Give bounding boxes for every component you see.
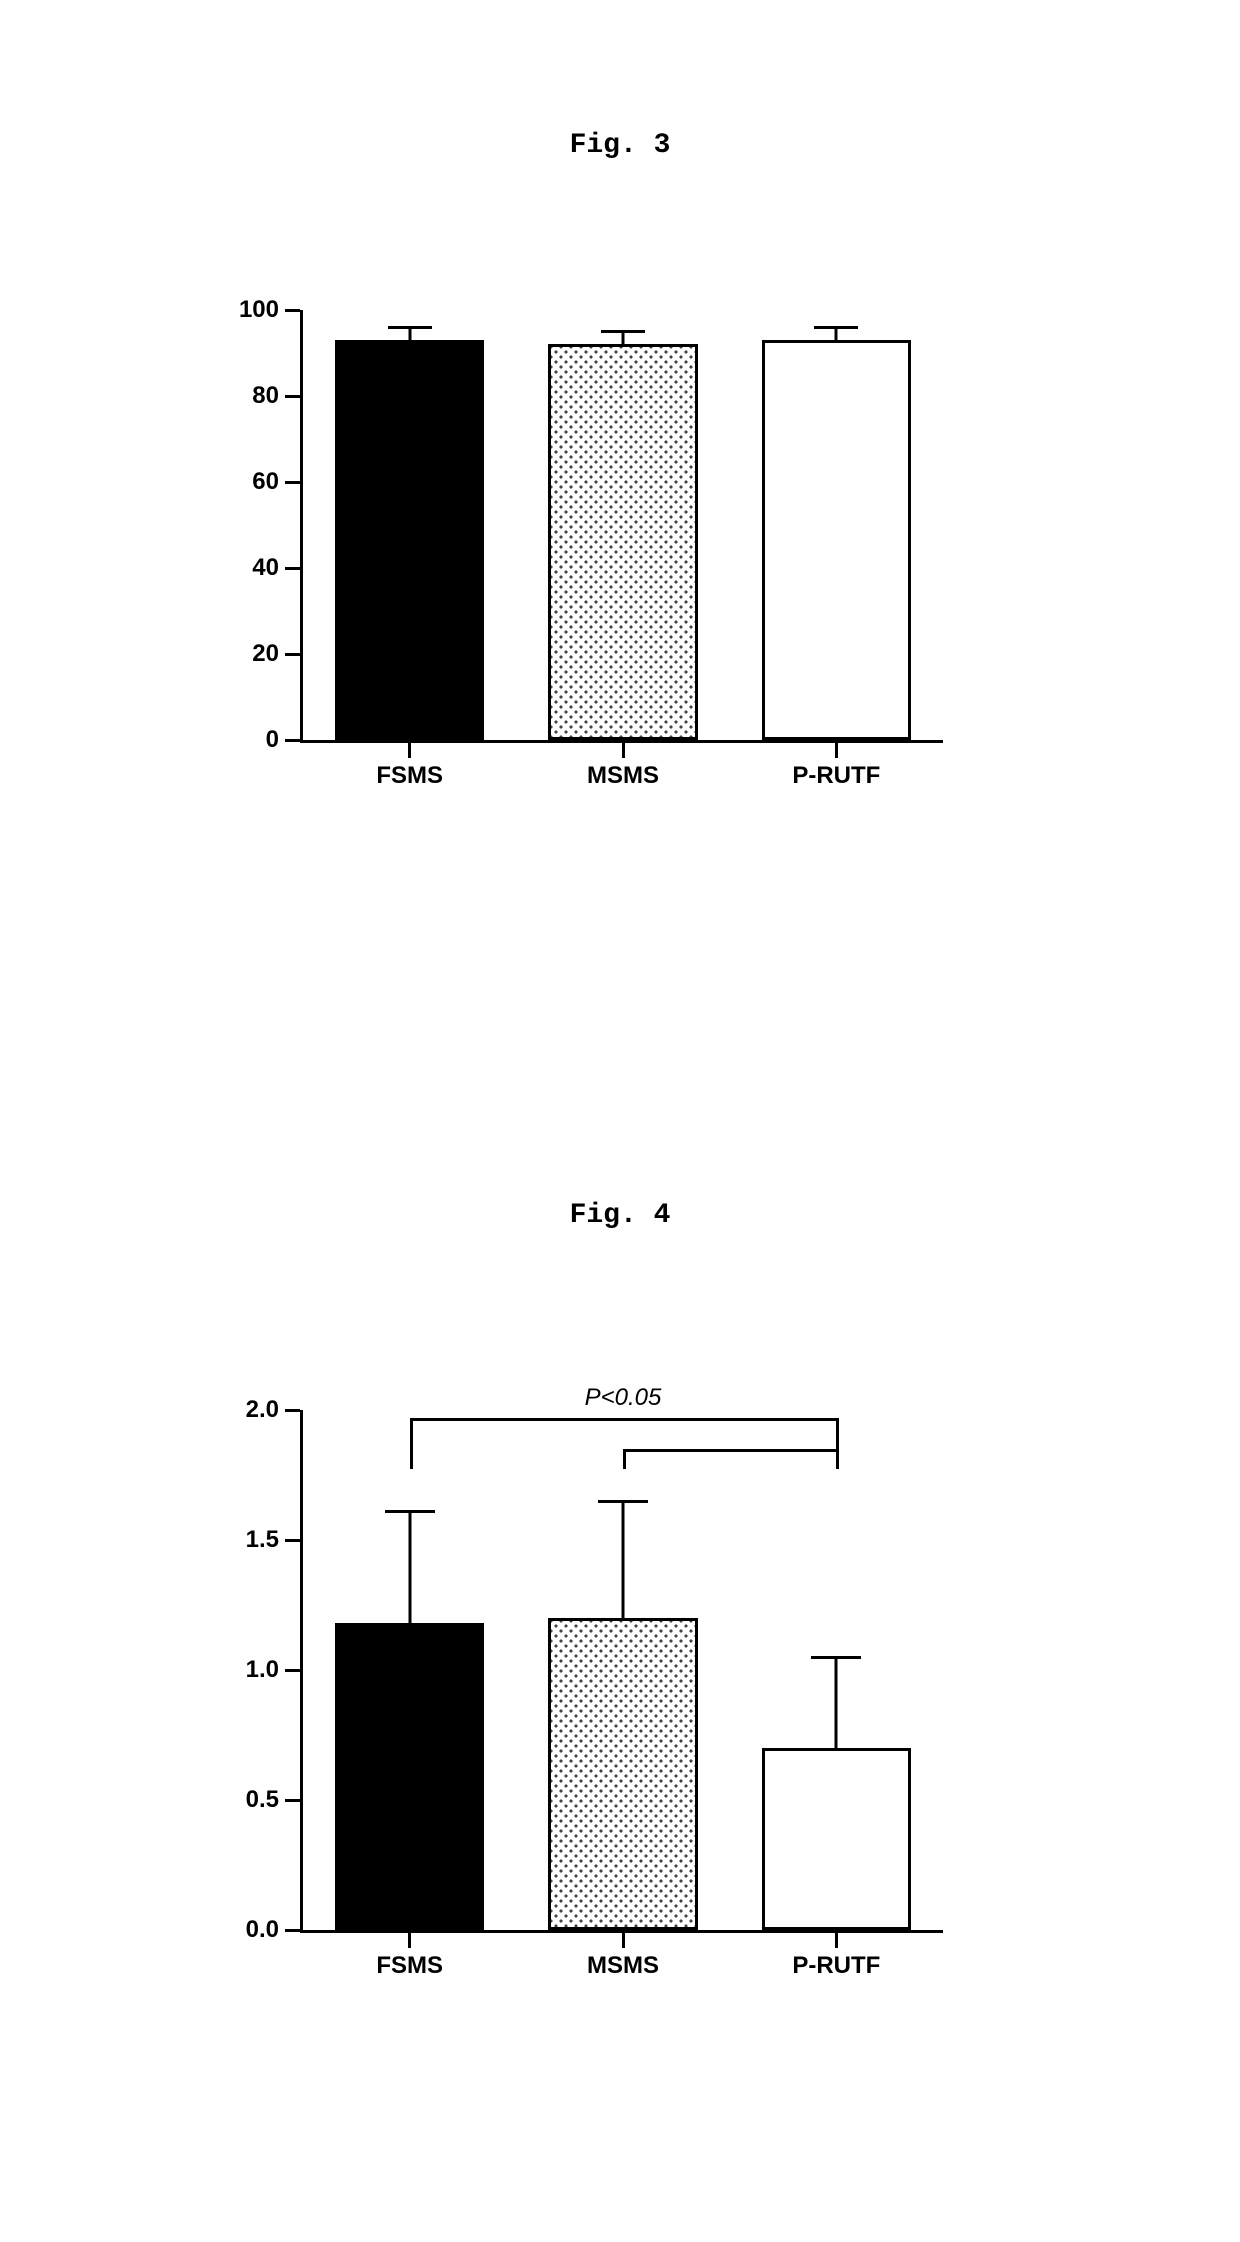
ytick xyxy=(285,567,300,570)
ytick-label: 2.0 xyxy=(246,1396,279,1424)
fig3-chart: % of recovery and 95%CI 020406080100FSMS… xyxy=(300,310,940,743)
error-bar xyxy=(408,1511,411,1623)
xtick xyxy=(408,743,411,758)
error-bar-cap xyxy=(598,1500,648,1503)
ytick xyxy=(285,1409,300,1412)
error-bar xyxy=(408,327,411,340)
xtick xyxy=(835,1933,838,1948)
page: Fig. 3 % of recovery and 95%CI 020406080… xyxy=(0,0,1240,2242)
fig4-plot-area: 0.00.51.01.52.0FSMSMSMSP-RUTFP<0.05 xyxy=(300,1410,943,1933)
bar xyxy=(548,1618,697,1930)
fig3-title: Fig. 3 xyxy=(0,130,1240,161)
ytick xyxy=(285,1799,300,1802)
ytick-label: 100 xyxy=(239,296,279,324)
bar xyxy=(548,344,697,740)
ytick-label: 0.0 xyxy=(246,1916,279,1944)
xtick xyxy=(622,743,625,758)
bar xyxy=(335,1623,484,1930)
ytick-label: 0 xyxy=(266,726,279,754)
error-bar-cap xyxy=(388,326,432,329)
category-label: MSMS xyxy=(587,1952,659,1980)
xtick xyxy=(408,1933,411,1948)
ytick xyxy=(285,309,300,312)
error-bar-cap xyxy=(811,1656,861,1659)
xtick xyxy=(622,1933,625,1948)
bar xyxy=(762,1748,911,1930)
error-bar xyxy=(622,332,625,345)
ytick-label: 60 xyxy=(252,468,279,496)
fig4-chart: Δ-hemoglobin (g/dl) and 95% CI 0.00.51.0… xyxy=(300,1410,940,1933)
error-bar xyxy=(835,327,838,340)
xtick xyxy=(835,743,838,758)
ytick xyxy=(285,395,300,398)
error-bar xyxy=(835,1657,838,1748)
ytick xyxy=(285,653,300,656)
ytick-label: 1.5 xyxy=(246,1526,279,1554)
category-label: FSMS xyxy=(376,762,443,790)
fig4-title: Fig. 4 xyxy=(0,1200,1240,1231)
category-label: P-RUTF xyxy=(792,762,880,790)
category-label: P-RUTF xyxy=(792,1952,880,1980)
category-label: MSMS xyxy=(587,762,659,790)
ytick xyxy=(285,739,300,742)
significance-label: P<0.05 xyxy=(585,1384,662,1412)
ytick-label: 20 xyxy=(252,640,279,668)
ytick-label: 80 xyxy=(252,382,279,410)
ytick-label: 0.5 xyxy=(246,1786,279,1814)
error-bar-cap xyxy=(385,1510,435,1513)
ytick-label: 40 xyxy=(252,554,279,582)
ytick xyxy=(285,481,300,484)
error-bar-cap xyxy=(601,330,645,333)
ytick xyxy=(285,1539,300,1542)
category-label: FSMS xyxy=(376,1952,443,1980)
error-bar xyxy=(622,1501,625,1618)
ytick xyxy=(285,1929,300,1932)
error-bar-cap xyxy=(814,326,858,329)
bar xyxy=(762,340,911,740)
bar xyxy=(335,340,484,740)
ytick xyxy=(285,1669,300,1672)
fig3-plot-area: 020406080100FSMSMSMSP-RUTF xyxy=(300,310,943,743)
ytick-label: 1.0 xyxy=(246,1656,279,1684)
